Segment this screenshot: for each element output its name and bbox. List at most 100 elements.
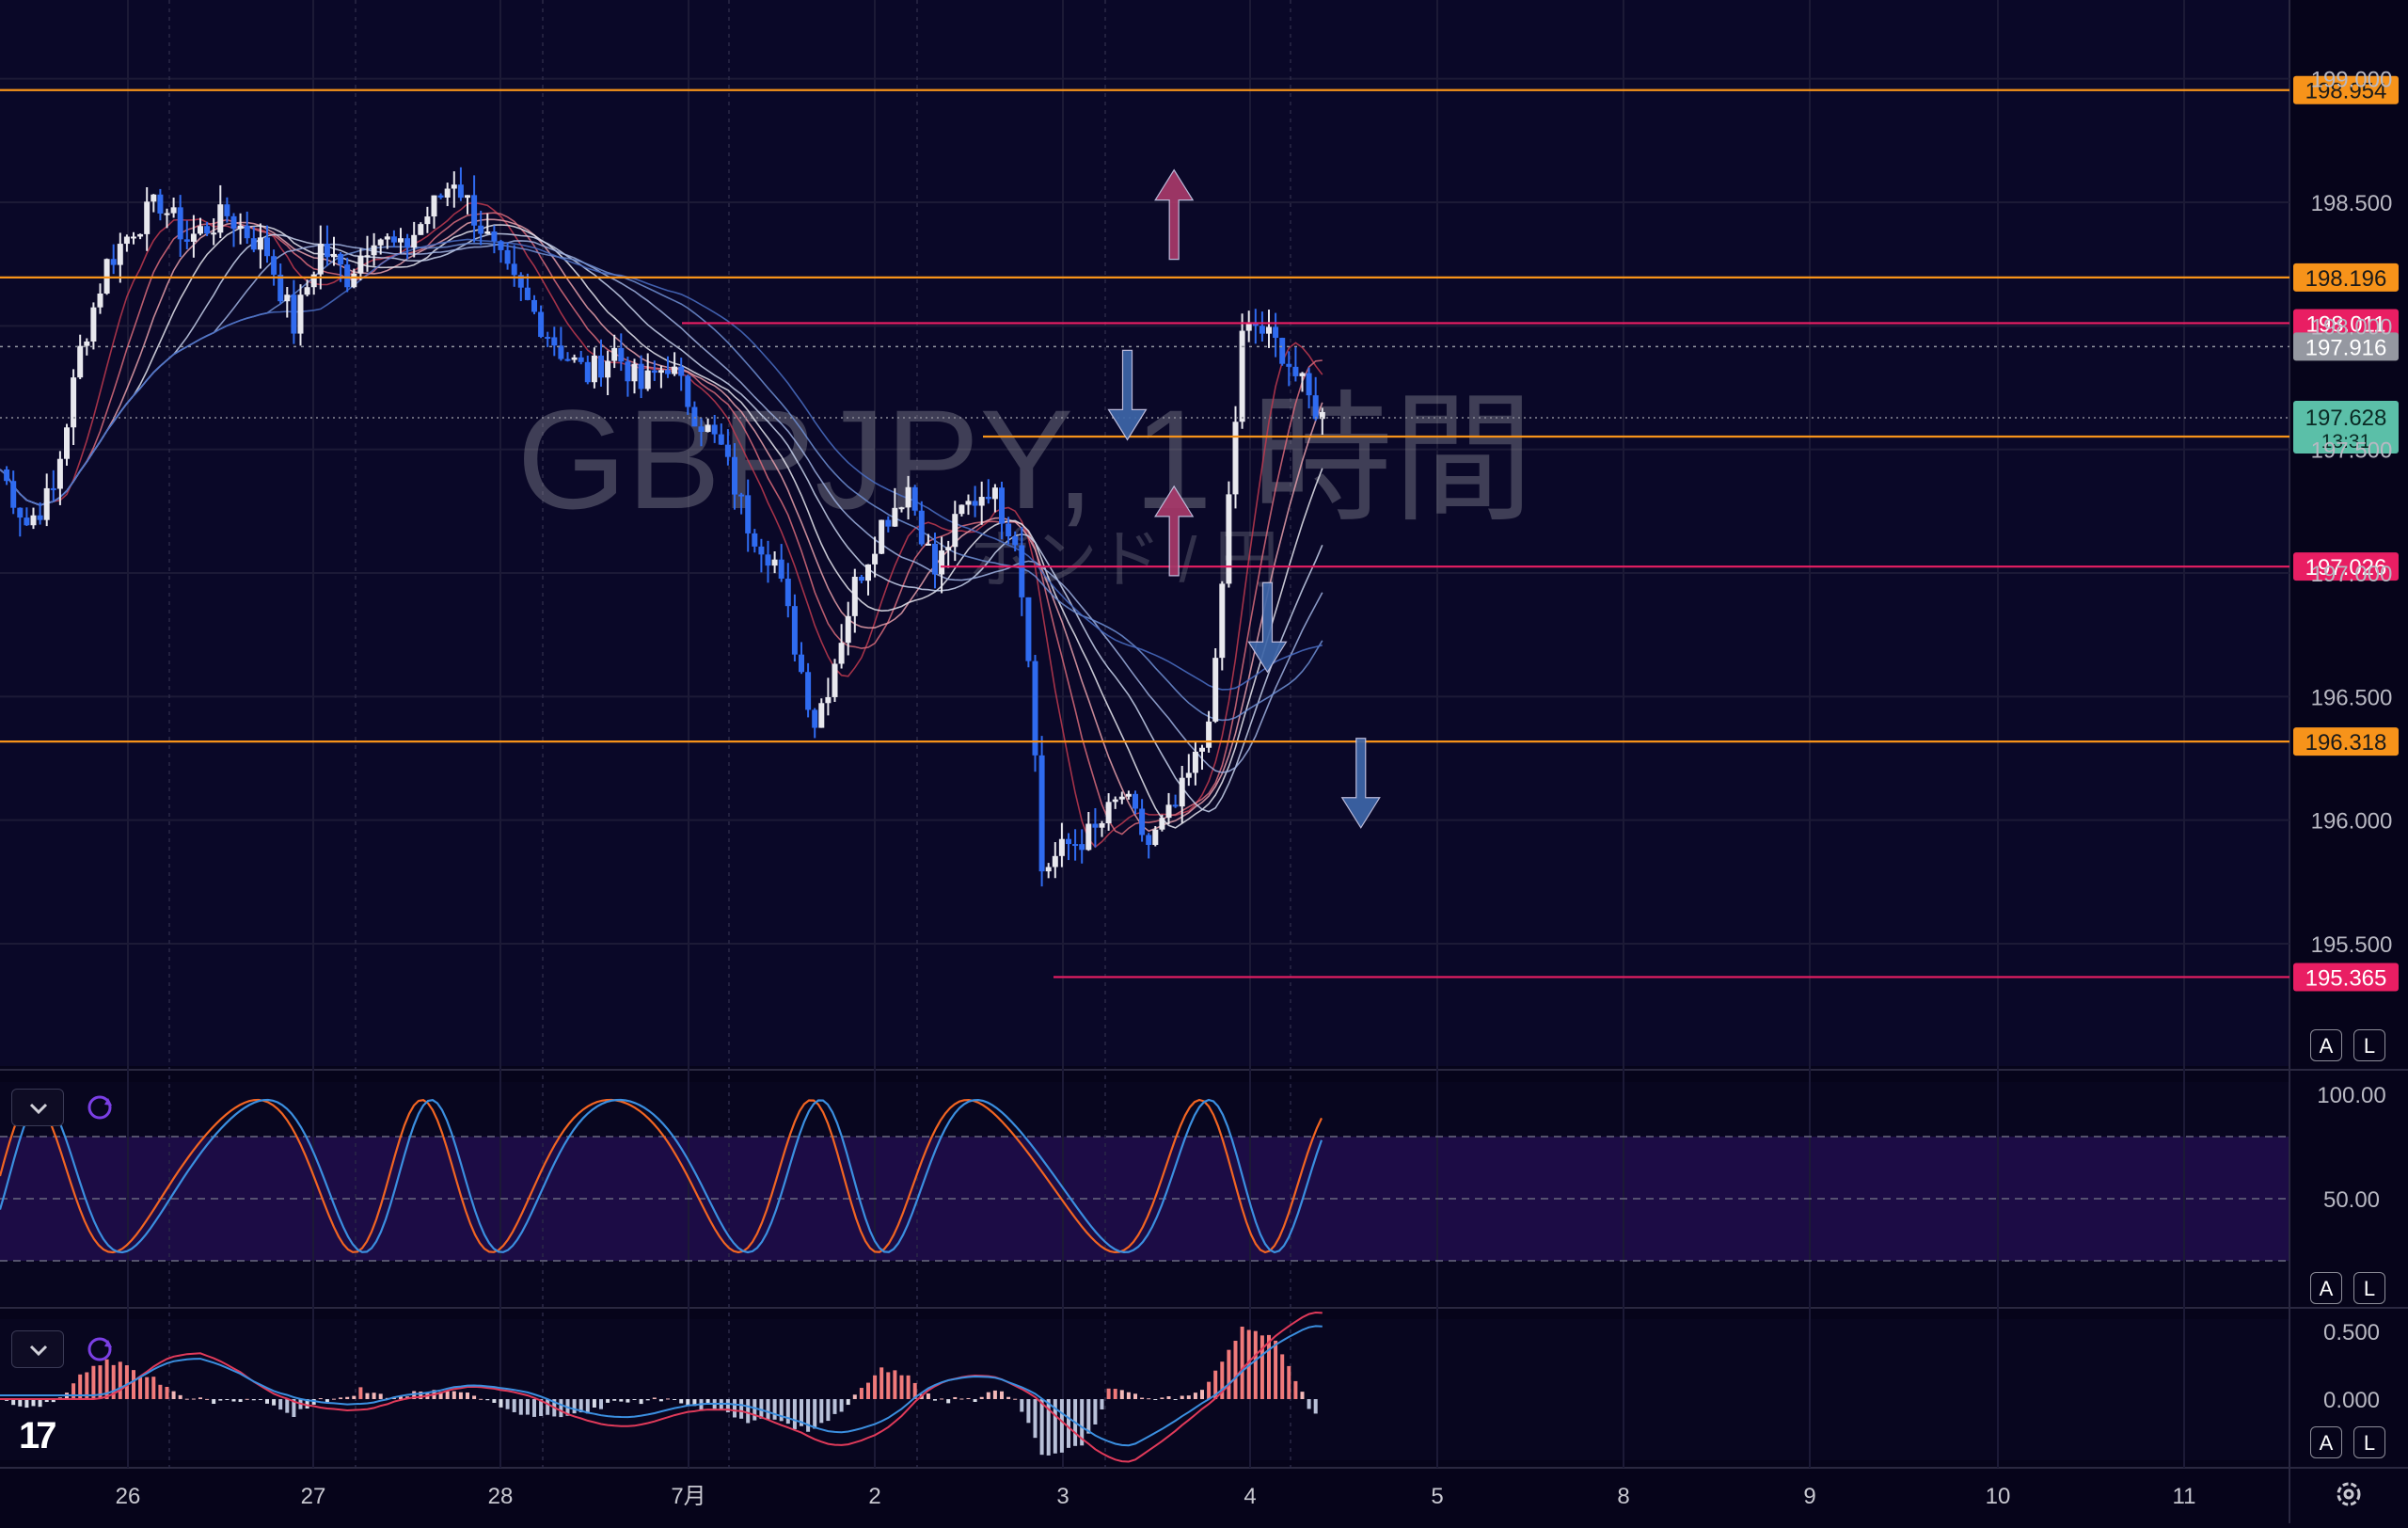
macd-histogram-bar — [191, 1398, 196, 1400]
candle-body — [939, 550, 945, 575]
candle-body — [832, 663, 838, 697]
refresh-icon[interactable] — [81, 1330, 119, 1368]
candle-body — [958, 504, 965, 515]
log-scale-button[interactable]: L — [2353, 1426, 2385, 1458]
candle-body — [431, 195, 437, 217]
level-label: 198.954 — [2305, 79, 2387, 104]
macd-histogram-bar — [652, 1397, 657, 1399]
candle-body — [97, 294, 103, 308]
macd-histogram-bar — [104, 1359, 109, 1399]
candle-body — [1045, 867, 1052, 872]
macd-histogram-bar — [733, 1399, 737, 1418]
candle-body — [551, 337, 558, 346]
macd-histogram-bar — [886, 1372, 891, 1399]
collapse-macd-button[interactable] — [11, 1330, 64, 1368]
candle-body — [872, 553, 879, 565]
auto-scale-button[interactable]: A — [2310, 1272, 2342, 1304]
macd-histogram-bar — [826, 1399, 831, 1422]
refresh-icon[interactable] — [81, 1089, 119, 1126]
collapse-stochastic-button[interactable] — [11, 1089, 64, 1126]
candle-body — [284, 294, 291, 302]
candle-body — [778, 559, 784, 579]
candle-body — [1079, 844, 1085, 851]
candle-body — [1239, 330, 1245, 422]
candle-body — [591, 355, 597, 383]
candle-body — [765, 554, 771, 566]
candle-body — [1266, 326, 1272, 334]
macd-histogram-bar — [1006, 1396, 1011, 1399]
macd-histogram-bar — [705, 1399, 710, 1405]
candle-body — [1299, 373, 1306, 376]
candle-body — [331, 253, 337, 258]
macd-histogram-bar — [873, 1375, 878, 1399]
candle-body — [398, 238, 404, 243]
macd-histogram-bar — [752, 1399, 757, 1421]
auto-scale-button[interactable]: A — [2310, 1029, 2342, 1061]
macd-histogram-bar — [1280, 1354, 1285, 1399]
candle-body — [324, 244, 330, 258]
macd-histogram-bar — [1240, 1327, 1244, 1399]
macd-histogram-bar — [806, 1399, 811, 1432]
up-arrow — [1154, 168, 1195, 261]
stoch-d-line — [0, 1098, 1323, 1254]
candle-body — [17, 507, 24, 518]
level-label-box — [2293, 75, 2399, 104]
macd-histogram-bar — [626, 1399, 630, 1403]
time-axis[interactable]: 26 27 28 7月 2 3 4 5 8 9 10 11 — [116, 1484, 2196, 1509]
price-tick-label: 198.000 — [2311, 314, 2393, 340]
candle-body — [745, 495, 752, 533]
log-scale-button[interactable]: L — [2353, 1029, 2385, 1061]
time-tick-label: 3 — [1056, 1484, 1069, 1509]
current-price-box — [2293, 401, 2399, 454]
macd-histogram-bar — [1200, 1390, 1204, 1399]
candle-body — [1112, 799, 1118, 803]
macd-histogram-bar — [1300, 1392, 1305, 1399]
candle-body — [718, 434, 724, 445]
macd-histogram-bar — [906, 1375, 911, 1399]
candle-body — [164, 213, 170, 215]
macd-histogram-bar — [725, 1399, 730, 1413]
candle-body — [545, 337, 551, 340]
candle-body — [1179, 777, 1185, 807]
candle-body — [1192, 751, 1198, 773]
candle-body — [24, 517, 30, 526]
candle-body — [1038, 755, 1045, 872]
price-tick-label: 197.500 — [2311, 438, 2393, 464]
macd-histogram-bar — [546, 1399, 550, 1415]
log-scale-button[interactable]: L — [2353, 1272, 2385, 1304]
macd-histogram-bar — [639, 1399, 643, 1405]
macd-histogram-bar — [1307, 1399, 1311, 1409]
macd-histogram-bar — [118, 1361, 122, 1399]
candle-body — [1133, 793, 1138, 809]
auto-scale-button[interactable]: A — [2310, 1426, 2342, 1458]
gear-icon[interactable] — [2330, 1475, 2368, 1513]
macd-histogram-bar — [158, 1384, 163, 1399]
stoch-k-line — [0, 1098, 1323, 1254]
macd-histogram-bar — [658, 1399, 663, 1402]
macd-histogram-bar — [18, 1399, 23, 1407]
candle-body — [511, 263, 517, 276]
macd-histogram-bar — [1186, 1395, 1191, 1399]
macd-histogram-bar — [132, 1370, 135, 1399]
macd-histogram-bar — [518, 1399, 523, 1415]
candle-body — [611, 347, 618, 361]
candle-body — [504, 249, 511, 264]
price-axis[interactable]: 198.500 198.000 197.500 197.000 196.500 196.0… — [2311, 68, 2393, 958]
candle-body — [1319, 411, 1325, 420]
macd-histogram-bar — [184, 1398, 189, 1400]
candle-body — [818, 703, 825, 728]
macd-histogram-bar — [1160, 1397, 1164, 1399]
candle-body — [1172, 804, 1179, 807]
level-label: 198.196 — [2305, 266, 2387, 292]
macd-histogram-bar — [1046, 1399, 1051, 1456]
candle-body — [357, 255, 364, 274]
candle-body — [1092, 823, 1099, 828]
macd-histogram-bar — [251, 1399, 256, 1401]
candle-body — [1226, 494, 1232, 584]
macd-histogram-bar — [365, 1393, 370, 1399]
up-arrow — [1154, 485, 1195, 577]
tradingview-logo[interactable]: 17 — [19, 1415, 56, 1456]
candle-body — [925, 543, 931, 546]
